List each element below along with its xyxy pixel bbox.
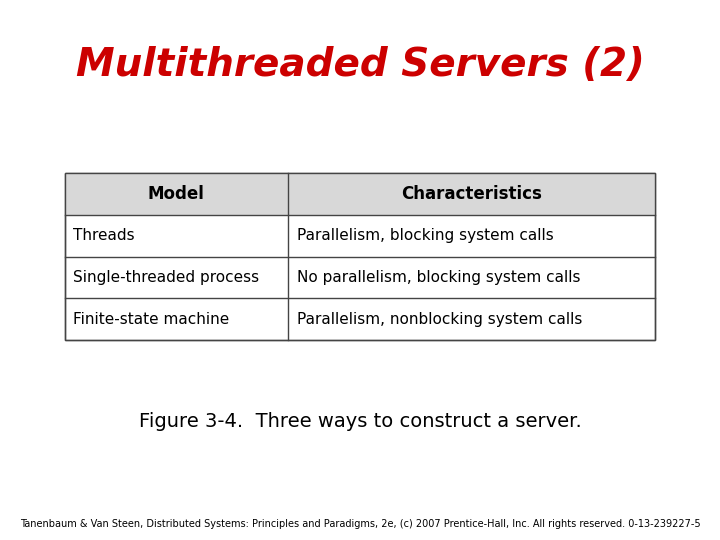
Text: Figure 3-4.  Three ways to construct a server.: Figure 3-4. Three ways to construct a se… — [139, 411, 581, 431]
Text: No parallelism, blocking system calls: No parallelism, blocking system calls — [297, 270, 580, 285]
Bar — [65, 173, 655, 214]
Text: Model: Model — [148, 185, 204, 202]
Text: Finite-state machine: Finite-state machine — [73, 312, 230, 327]
Bar — [65, 173, 655, 340]
Text: Single-threaded process: Single-threaded process — [73, 270, 260, 285]
Text: Parallelism, nonblocking system calls: Parallelism, nonblocking system calls — [297, 312, 582, 327]
Bar — [65, 173, 655, 340]
Text: Multithreaded Servers (2): Multithreaded Servers (2) — [76, 46, 644, 84]
Text: Threads: Threads — [73, 228, 135, 243]
Text: Tanenbaum & Van Steen, Distributed Systems: Principles and Paradigms, 2e, (c) 20: Tanenbaum & Van Steen, Distributed Syste… — [19, 519, 701, 529]
Text: Characteristics: Characteristics — [401, 185, 542, 202]
Text: Parallelism, blocking system calls: Parallelism, blocking system calls — [297, 228, 554, 243]
